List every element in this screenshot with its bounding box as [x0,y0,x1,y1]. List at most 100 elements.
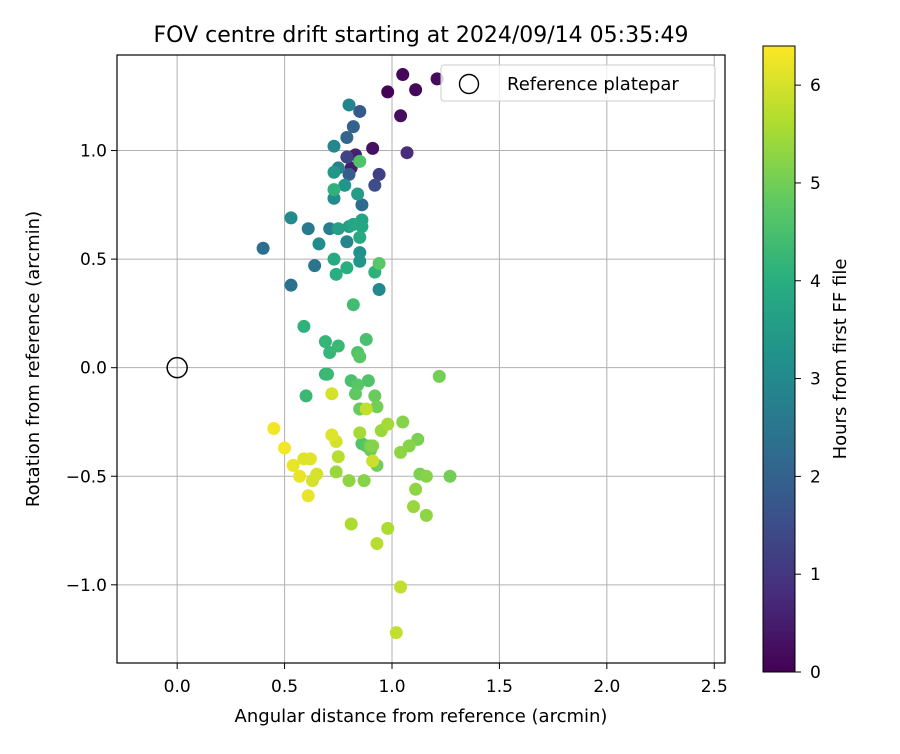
data-point [346,217,360,231]
data-point [340,150,354,164]
y-tick-label: 1.0 [80,142,107,162]
data-point [394,580,408,594]
data-point [381,521,395,535]
data-point [321,367,335,381]
x-axis-ticks: 0.0 0.5 1.0 1.5 2.0 2.5 [164,663,728,697]
data-point [353,426,367,440]
colorbar-ticks: 0 1 2 3 4 5 6 [795,76,821,683]
data-point [342,474,356,488]
reference-point-group [166,356,188,379]
data-point [340,131,354,145]
data-point [327,139,341,153]
data-point [396,68,410,82]
colorbar-tick-label: 3 [810,370,821,390]
y-tick-label: 0.5 [80,250,107,270]
data-point [331,450,345,464]
data-point [366,141,380,155]
x-tick-label: 0.5 [271,677,298,697]
data-point [353,350,367,364]
grid-lines [117,55,725,663]
colorbar-tick-label: 2 [810,467,821,487]
x-tick-label: 2.5 [701,677,728,697]
x-tick-label: 1.5 [486,677,513,697]
chart-title: FOV centre drift starting at 2024/09/14 … [154,23,689,48]
data-point [308,259,322,273]
data-point [381,85,395,99]
data-point [409,482,423,496]
data-point [372,256,386,270]
colorbar: 0 1 2 3 4 5 6 Hours from first FF file [762,45,851,683]
data-point [430,72,444,86]
data-point [329,465,343,479]
y-tick-label: 0.0 [80,359,107,379]
data-point [342,98,356,112]
data-point [394,109,408,123]
data-point [340,235,354,249]
data-point [327,252,341,266]
data-point [396,415,410,429]
x-tick-label: 2.0 [593,677,620,697]
data-point [303,452,317,466]
legend: Reference platepar [440,64,716,102]
y-tick-label: −0.5 [66,467,107,487]
y-axis-label: Rotation from reference (arcmin) [23,211,44,507]
legend-box [440,64,716,102]
data-point [368,389,382,403]
x-tick-label: 1.0 [378,677,405,697]
data-point [353,254,367,268]
data-point [419,469,433,483]
data-point [344,517,358,531]
x-tick-label: 0.0 [164,677,191,697]
data-point [355,198,369,212]
data-point [409,83,423,97]
data-point [297,319,311,333]
data-point [372,283,386,297]
data-point [310,467,324,481]
data-point [346,120,360,134]
data-point [331,339,345,353]
y-tick-label: −1.0 [66,576,107,596]
data-point [284,211,298,225]
data-point [370,537,384,551]
y-axis-ticks: −1.0 −0.5 0.0 0.5 1.0 [66,142,117,596]
colorbar-gradient [762,45,796,673]
data-point [293,469,307,483]
data-point [329,267,343,281]
data-point [312,237,326,251]
data-point [370,400,384,414]
data-point [366,439,380,453]
data-point [325,428,339,442]
data-point [299,389,313,403]
data-point [325,387,339,401]
data-point [361,374,375,388]
data-point [340,261,354,275]
data-point [256,241,270,255]
data-point [359,332,373,346]
data-point [432,369,446,383]
legend-marker-icon [458,73,480,95]
data-point [353,104,367,118]
data-point [267,421,281,435]
data-point [357,474,371,488]
colorbar-tick-label: 1 [810,565,821,585]
reference-platepar-marker [166,356,188,379]
data-point [318,335,332,349]
data-point [389,626,403,640]
data-point [419,508,433,522]
data-point [346,298,360,312]
data-point [338,178,352,192]
data-point [406,500,420,514]
colorbar-label: Hours from first FF file [830,259,851,460]
data-point [381,417,395,431]
data-point [359,402,373,416]
data-point [372,167,386,181]
data-point [348,387,362,401]
data-point [301,489,315,503]
data-point [368,178,382,192]
data-point [366,454,380,468]
data-point [443,469,457,483]
data-point [327,165,341,179]
x-axis-label: Angular distance from reference (arcmin) [235,706,608,727]
data-point [327,183,341,197]
